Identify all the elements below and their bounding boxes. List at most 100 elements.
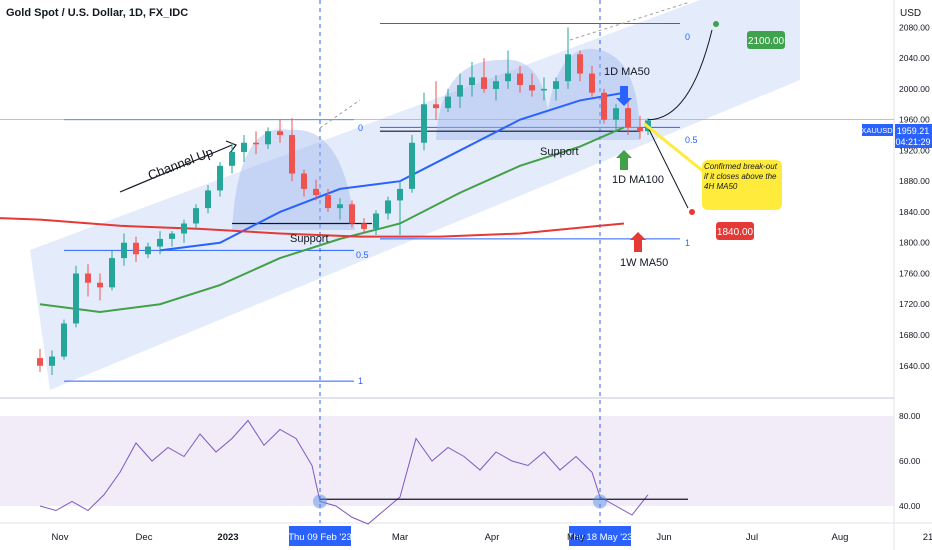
time-tick-label: Dec [136, 532, 153, 543]
candle-body [457, 85, 463, 97]
rsi-band [0, 416, 894, 506]
time-marker-label: Thu 18 May '23 [567, 532, 632, 543]
target-down-box [716, 222, 754, 240]
candle-body [73, 273, 79, 324]
breakout-note-box [702, 160, 782, 210]
price-tag-box [895, 124, 932, 148]
price-tick-label: 1800.00 [899, 238, 930, 248]
chart-title: Gold Spot / U.S. Dollar, 1D, FX_IDC [6, 7, 188, 19]
time-marker-box [289, 526, 351, 546]
candle-body [277, 131, 283, 136]
candle-body [361, 223, 367, 229]
rsi-pane [39, 419, 688, 525]
trend-extension-1 [319, 99, 361, 129]
candle-body [505, 73, 511, 82]
ma50-1d-label: 1D MA50 [604, 66, 650, 78]
channel-up-band [30, 0, 800, 390]
price-tick-label: 2040.00 [899, 53, 930, 63]
candle-body [265, 131, 271, 145]
candle-body [157, 238, 163, 247]
price-tag-symbol-box [862, 124, 893, 136]
candle-body [469, 77, 475, 86]
candle-body [385, 200, 391, 214]
price-tag-symbol: XAUUSD [861, 126, 893, 135]
candle-body [529, 85, 535, 91]
price-tick-label: 1960.00 [899, 115, 930, 125]
candle-body [337, 204, 343, 209]
candle-body [541, 88, 547, 91]
price-tick-label: 1760.00 [899, 268, 930, 278]
candle-body [109, 258, 115, 288]
fib-left-05: 0.5 [356, 250, 369, 260]
candle-body [205, 190, 211, 209]
rsi-tick-label: 80.00 [899, 411, 921, 421]
candle-body [241, 142, 247, 152]
candle-body [577, 54, 583, 74]
price-tick-label: 2080.00 [899, 22, 930, 32]
candle-body [349, 204, 355, 224]
time-tick-label: May [567, 532, 585, 543]
currency-label: USD [900, 8, 921, 19]
rsi-touch-2 [593, 494, 607, 509]
candle-body [421, 104, 427, 143]
projection-up-dot [713, 21, 719, 27]
time-marker-label: Thu 09 Feb '23 [288, 532, 352, 543]
price-tick-label: 1840.00 [899, 207, 930, 217]
candle-body [289, 135, 295, 174]
fib-right-0: 0 [685, 32, 690, 42]
candle-body [133, 242, 139, 255]
time-tick-label: Jun [656, 532, 671, 543]
time-markers: Thu 09 Feb '23 Thu 18 May '23 [288, 0, 633, 546]
annotations [616, 21, 719, 252]
candle-body [565, 54, 571, 82]
time-marker-box [569, 526, 631, 546]
candle-body [433, 104, 439, 109]
ma50-arrow [616, 86, 632, 106]
candle-body [37, 358, 43, 366]
pattern-shapes [119, 1, 691, 230]
price-tick-label: 2000.00 [899, 84, 930, 94]
fib-left-1: 1 [358, 376, 363, 386]
rsi-tick-label: 60.00 [899, 456, 921, 466]
fib-left-0: 0 [358, 123, 363, 133]
time-tick-label: Mar [392, 532, 408, 543]
time-tick-label: Aug [832, 532, 849, 543]
support-label-1: Support [290, 233, 329, 245]
candle-body [121, 242, 127, 259]
time-tick-label: Nov [52, 532, 69, 543]
candle-body [553, 81, 559, 89]
projection-down [647, 127, 689, 209]
candle-body [169, 233, 175, 239]
candle-body [613, 108, 619, 120]
price-tag-price: 1959.21 [897, 126, 930, 136]
candle-body [325, 195, 331, 209]
price-tick-label: 1680.00 [899, 330, 930, 340]
ma100-1d-label: 1D MA100 [612, 174, 664, 186]
price-tick-label: 1640.00 [899, 361, 930, 371]
candle-body [373, 213, 379, 229]
ma50-1w-arrow [630, 232, 646, 252]
channel-up-label: Channel Up [146, 144, 215, 183]
candle-body [193, 208, 199, 224]
price-tick-label: 1880.00 [899, 176, 930, 186]
candle-body [61, 323, 67, 357]
time-tick-label: Jul [746, 532, 758, 543]
axes: 2080.00 2040.00 2000.00 1960.00 1920.00 1880.… [52, 22, 932, 543]
target-up-box [747, 31, 785, 49]
candle-body [49, 356, 55, 366]
time-tick-label: 21 [923, 532, 932, 543]
fib-right-1: 1 [685, 238, 690, 248]
cup-shape-left [232, 129, 355, 230]
ma-line-1d-ma100 [39, 126, 625, 313]
candle-body [409, 142, 415, 189]
target-down-label: 1840.00 [717, 227, 754, 238]
support-label-2: Support [540, 146, 579, 158]
candles [37, 27, 651, 376]
candle-body [217, 165, 223, 191]
rsi-line [39, 419, 649, 525]
channel-arrow [119, 144, 233, 193]
candle-body [445, 96, 451, 109]
candle-body [517, 73, 523, 86]
projection-down-dot [689, 208, 695, 215]
